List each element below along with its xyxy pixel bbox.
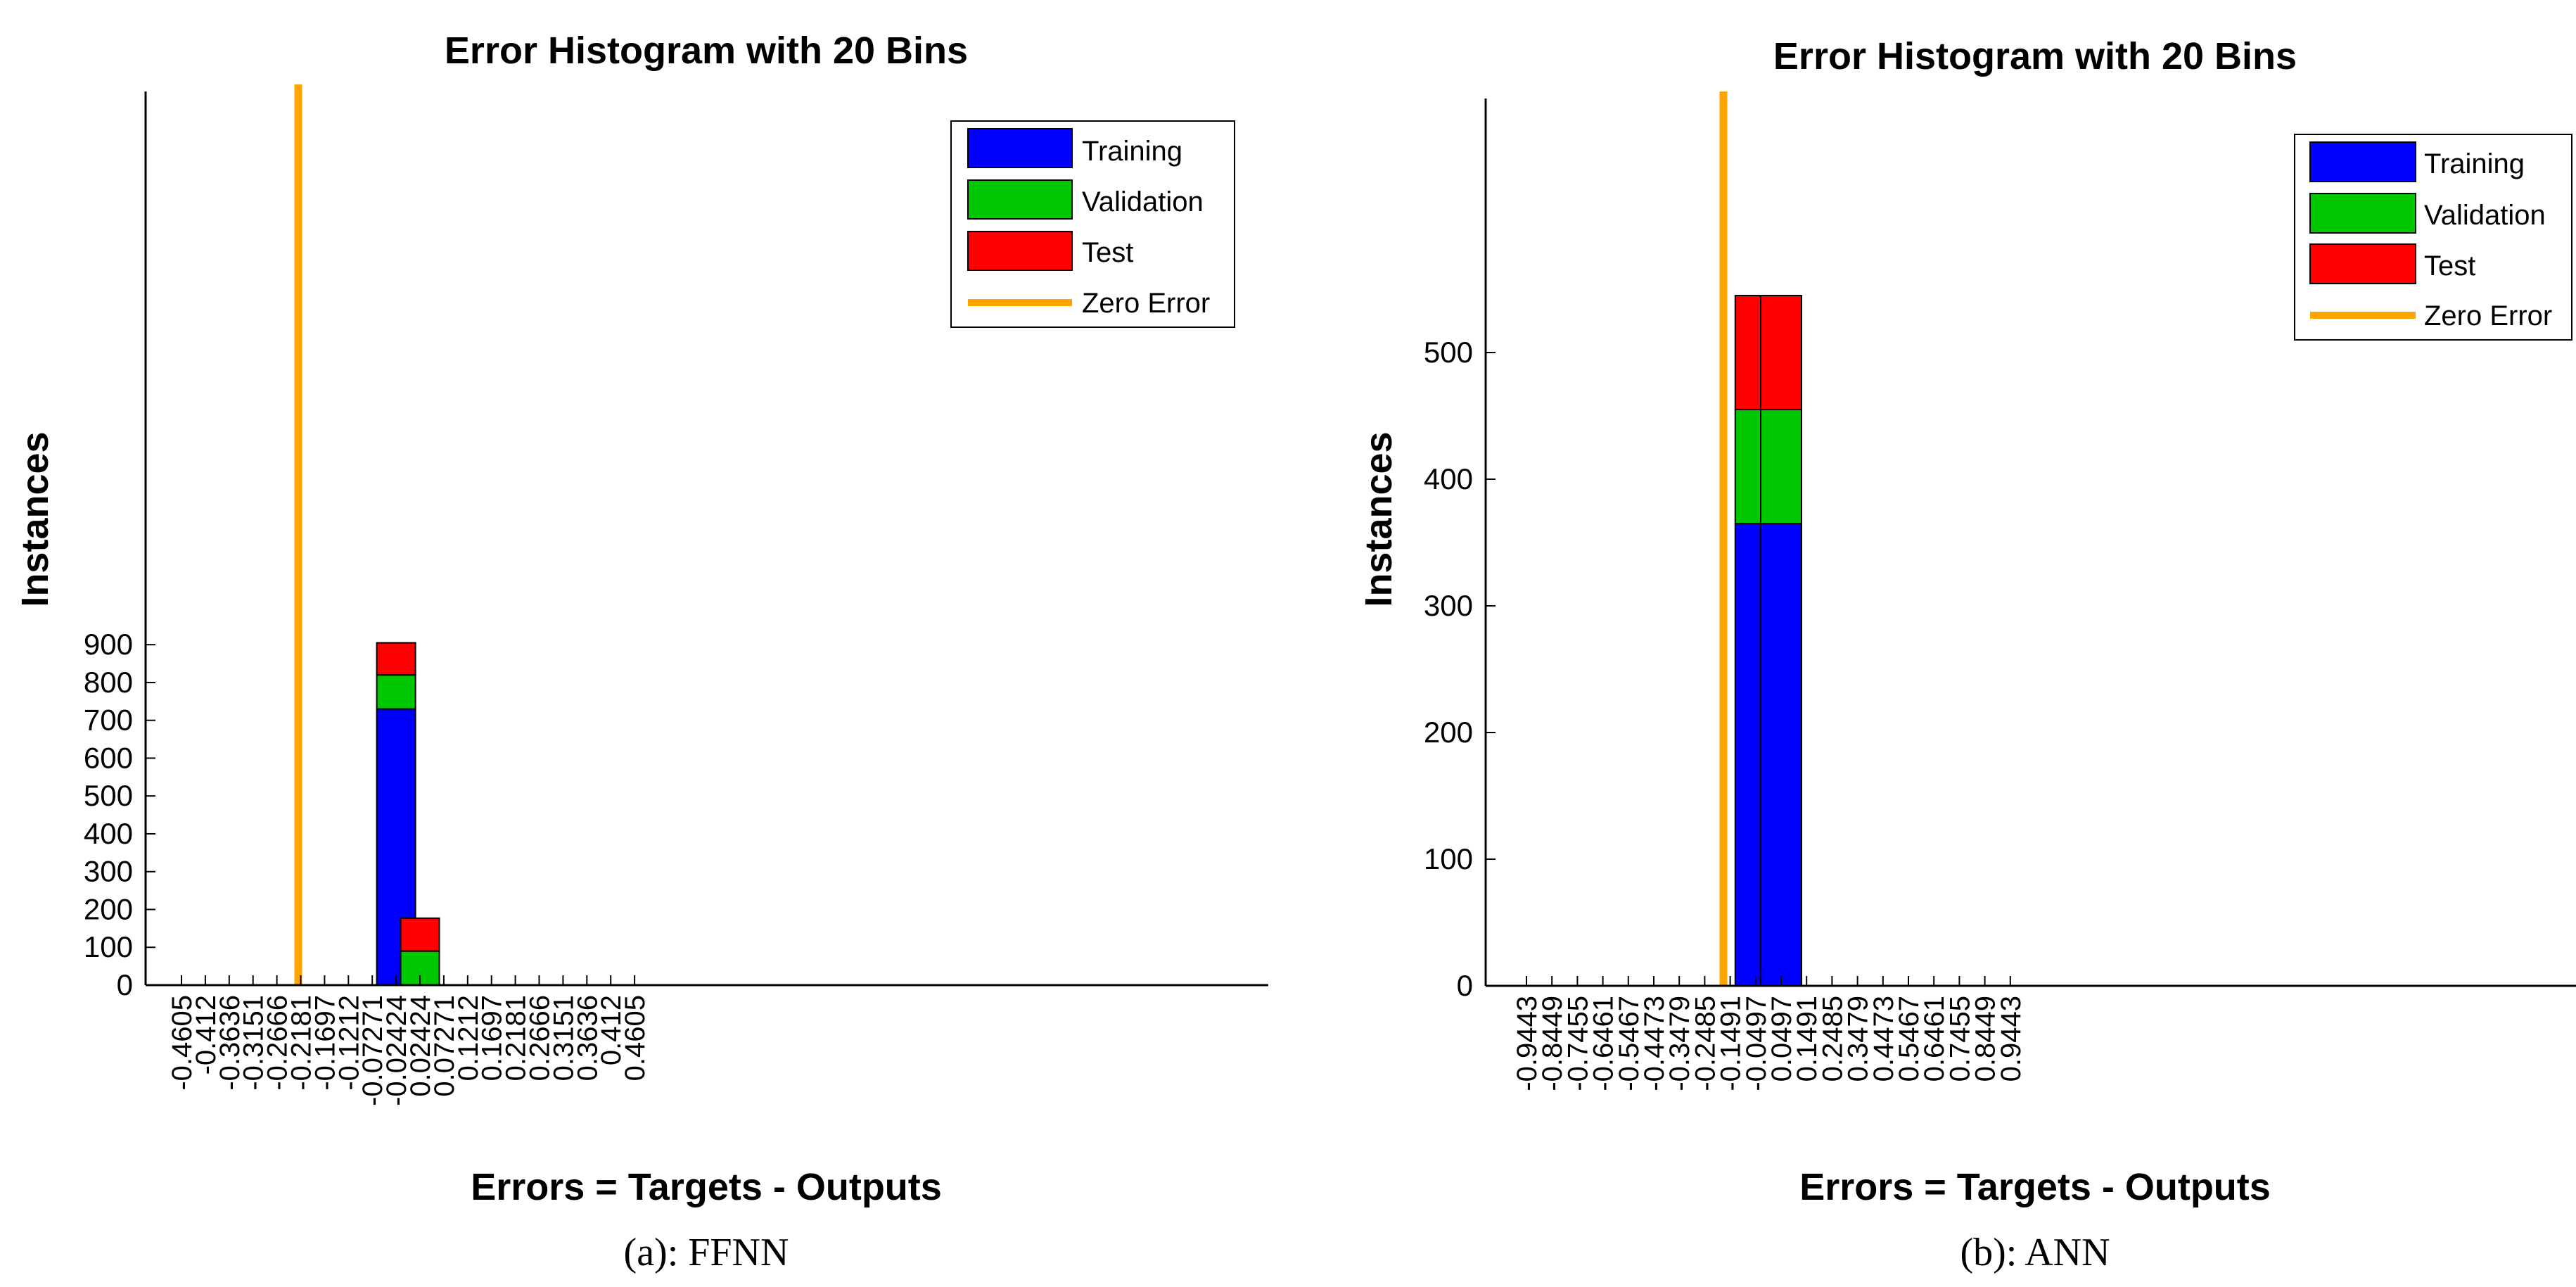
x-tick-label-a-0: -0.4605: [167, 995, 198, 1091]
x-tick-label-a-16: 0.3151: [548, 995, 579, 1081]
y-tick-label-a-700: 700: [84, 704, 133, 737]
x-tick-label-b-17: 0.7455: [1944, 996, 1975, 1082]
x-ticks-a: -0.4605-0.412-0.3636-0.3151-0.2666-0.218…: [167, 975, 651, 1106]
bar-validation-a-9: [376, 674, 416, 710]
legend-label-training-a: Training: [1082, 136, 1182, 167]
x-tick-label-a-4: -0.2666: [262, 995, 293, 1091]
x-tick-label-a-17: 0.3636: [572, 995, 603, 1081]
bar-test-a-10: [400, 917, 440, 952]
y-tick-label-a-900: 900: [84, 628, 133, 661]
y-tick-label-b-0: 0: [1457, 969, 1473, 1002]
y-tick-label-a-100: 100: [84, 930, 133, 963]
bar-validation-b-10: [1760, 409, 1802, 524]
y-tick-label-b-400: 400: [1424, 462, 1473, 495]
caption-b: (b): ANN: [1960, 1231, 2110, 1274]
x-tick-label-b-12: 0.2485: [1817, 996, 1848, 1082]
x-ticks-b: -0.9443-0.8449-0.7455-0.6461-0.5467-0.44…: [1512, 976, 2027, 1091]
y-tick-label-b-500: 500: [1424, 336, 1473, 369]
x-tick-label-b-8: -0.1491: [1716, 996, 1747, 1091]
bar-test-a-9: [376, 642, 416, 676]
legend-swatch-training-b: [2309, 141, 2416, 182]
bars-b: [1734, 295, 1802, 987]
legend-label-test-b: Test: [2424, 251, 2475, 281]
y-tick-label-b-300: 300: [1424, 589, 1473, 622]
x-tick-label-a-9: -0.02424: [381, 995, 412, 1106]
y-tick-label-a-800: 800: [84, 666, 133, 699]
bar-test-b-10: [1760, 295, 1802, 410]
x-tick-label-a-19: 0.4605: [620, 995, 651, 1081]
chart-title-b: Error Histogram with 20 Bins: [1773, 35, 2297, 77]
legend-label-zero-error-b: Zero Error: [2424, 300, 2552, 331]
legend-a: Training Validation Test Zero Error: [950, 120, 1235, 328]
legend-b: Training Validation Test Zero Error: [2294, 134, 2572, 341]
x-tick-label-a-11: 0.07271: [429, 995, 460, 1097]
legend-swatch-test-b: [2309, 243, 2416, 284]
x-tick-label-a-13: 0.1697: [477, 995, 508, 1081]
legend-swatch-test-a: [967, 231, 1073, 271]
x-tick-label-b-13: 0.3479: [1843, 996, 1874, 1082]
legend-label-test-a: Test: [1082, 237, 1133, 268]
x-axis-label-a: Errors = Targets - Outputs: [471, 1166, 942, 1208]
y-tick-label-a-300: 300: [84, 855, 133, 888]
legend-label-zero-error-a: Zero Error: [1082, 288, 1210, 319]
y-tick-label-b-200: 200: [1424, 716, 1473, 749]
chart-title-a: Error Histogram with 20 Bins: [445, 30, 968, 72]
chart-panel-a: Error Histogram with 20 Bins Instances E…: [14, 30, 1268, 1274]
legend-swatch-training-a: [967, 128, 1073, 168]
x-tick-label-a-7: -0.1212: [333, 995, 364, 1091]
x-tick-label-b-7: -0.2485: [1690, 996, 1721, 1091]
x-tick-label-a-5: -0.2181: [286, 995, 317, 1091]
legend-swatch-validation-b: [2309, 193, 2416, 234]
chart-panel-b: Error Histogram with 20 Bins Instances E…: [1358, 35, 2576, 1274]
x-axis-label-b: Errors = Targets - Outputs: [1799, 1166, 2271, 1208]
plot-area-a: 0 100 200 300 400 500 600 700 800 900 -0.4605-0.4…: [84, 84, 1268, 1106]
y-tick-label-a-400: 400: [84, 817, 133, 850]
x-tick-label-b-14: 0.4473: [1868, 996, 1899, 1082]
x-tick-label-b-10: 0.0497: [1766, 996, 1797, 1082]
bars-a: [376, 642, 440, 986]
x-tick-label-b-16: 0.6461: [1919, 996, 1950, 1082]
y-tick-label-b-100: 100: [1424, 842, 1473, 875]
y-axis-label-b: Instances: [1358, 431, 1400, 607]
x-tick-label-a-15: 0.2666: [525, 995, 556, 1081]
x-tick-label-b-11: 0.1491: [1792, 996, 1823, 1082]
y-ticks-b: 0 100 200 300 400 500: [1424, 336, 1496, 1002]
x-tick-label-a-10: 0.02424: [405, 995, 436, 1097]
x-tick-label-a-18: 0.412: [596, 995, 627, 1065]
x-tick-label-b-4: -0.5467: [1614, 996, 1645, 1091]
bar-training-b-10: [1760, 523, 1802, 987]
x-tick-label-a-8: -0.07271: [357, 995, 388, 1106]
x-tick-label-b-5: -0.4473: [1639, 996, 1670, 1091]
x-tick-label-a-12: 0.1212: [453, 995, 484, 1081]
y-tick-label-a-200: 200: [84, 892, 133, 925]
y-tick-label-a-0: 0: [117, 968, 133, 1001]
x-tick-label-a-3: -0.3151: [238, 995, 269, 1091]
caption-a: (a): FFNN: [624, 1231, 789, 1274]
x-tick-label-b-18: 0.8449: [1970, 996, 2001, 1082]
x-tick-label-a-1: -0.412: [191, 995, 222, 1074]
x-tick-label-b-0: -0.9443: [1512, 996, 1543, 1091]
x-tick-label-b-1: -0.8449: [1537, 996, 1568, 1091]
x-tick-label-b-19: 0.9443: [1996, 996, 2027, 1082]
legend-label-training-b: Training: [2424, 148, 2525, 179]
x-tick-label-a-2: -0.3636: [215, 995, 246, 1091]
x-tick-label-a-14: 0.2181: [501, 995, 532, 1081]
x-tick-label-b-6: -0.3479: [1664, 996, 1695, 1091]
y-tick-label-a-600: 600: [84, 741, 133, 774]
x-tick-label-b-9: -0.0497: [1741, 996, 1772, 1091]
y-ticks-a: 0 100 200 300 400 500 600 700 800 900: [84, 628, 155, 1001]
x-tick-label-a-6: -0.1697: [310, 995, 340, 1091]
legend-label-validation-a: Validation: [1082, 186, 1204, 217]
y-tick-label-a-500: 500: [84, 779, 133, 812]
x-tick-label-b-3: -0.6461: [1588, 996, 1619, 1091]
y-axis-label-a: Instances: [14, 431, 56, 607]
x-tick-label-b-2: -0.7455: [1562, 996, 1593, 1091]
x-tick-label-b-15: 0.5467: [1894, 996, 1925, 1082]
legend-label-validation-b: Validation: [2424, 200, 2546, 231]
legend-swatch-validation-a: [967, 179, 1073, 220]
